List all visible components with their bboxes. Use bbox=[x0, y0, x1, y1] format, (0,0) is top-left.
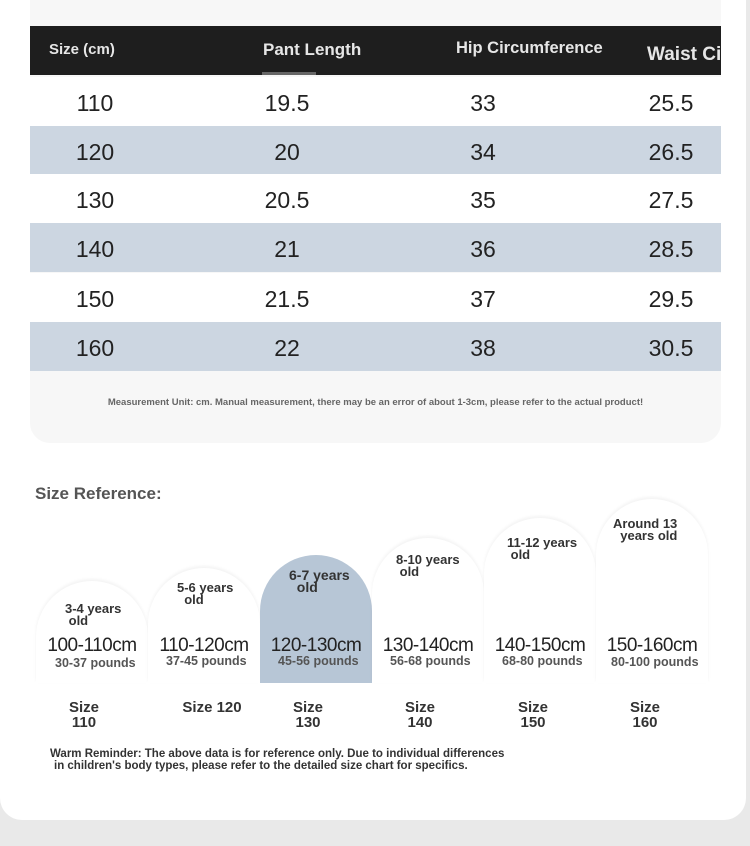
cell-waist: 29.5 bbox=[648, 286, 694, 312]
cell-hip: 33 bbox=[470, 90, 496, 116]
age-label: Around 13 years old bbox=[613, 516, 678, 543]
measurement-note: Measurement Unit: cm. Manual measurement… bbox=[107, 397, 644, 408]
cell-waist: 26.5 bbox=[648, 139, 694, 165]
size-arch-160: Around 13 years old 150-160cm 80-100 pou… bbox=[596, 499, 708, 683]
cell-hip: 34 bbox=[470, 139, 496, 165]
table-row: 120 20 34 26.5 bbox=[30, 126, 721, 175]
reminder-line-1: Warm Reminder: The above data is for ref… bbox=[50, 748, 505, 760]
weight-range: 37-45 pounds bbox=[166, 654, 247, 668]
header-underline bbox=[262, 72, 316, 75]
size-label-120: Size 120 bbox=[182, 699, 242, 716]
cell-size: 110 bbox=[76, 90, 114, 116]
cell-pant-length: 21 bbox=[274, 236, 300, 262]
size-arch-130: 6-7 years old 120-130cm 45-56 pounds bbox=[260, 555, 372, 683]
warm-reminder: Warm Reminder: The above data is for ref… bbox=[50, 748, 690, 772]
cell-size: 160 bbox=[75, 335, 115, 361]
table-header: Size (cm) Pant Length Hip Circumference … bbox=[30, 26, 721, 75]
height-range: 130-140cm bbox=[382, 635, 474, 656]
header-waist: Waist Circ bbox=[647, 44, 721, 65]
table-row: 140 21 36 28.5 bbox=[30, 223, 721, 272]
cell-pant-length: 19.5 bbox=[264, 90, 310, 116]
weight-range: 45-56 pounds bbox=[278, 654, 359, 668]
table-row: 150 21.5 37 29.5 bbox=[30, 273, 721, 322]
size-label-160: Size 160 bbox=[629, 699, 660, 731]
cell-waist: 28.5 bbox=[648, 236, 694, 262]
age-label: 3-4 years old bbox=[65, 601, 122, 628]
header-pant-length: Pant Length bbox=[263, 40, 362, 59]
reminder-line-2: in children's body types, please refer t… bbox=[54, 760, 468, 772]
size-table: Size (cm) Pant Length Hip Circumference … bbox=[30, 0, 721, 443]
size-arch-150: 11-12 years old 140-150cm 68-80 pounds bbox=[484, 518, 596, 683]
size-label-110: Size 110 bbox=[68, 699, 99, 731]
cell-waist: 30.5 bbox=[648, 335, 694, 361]
header-hip: Hip Circumference bbox=[456, 39, 603, 57]
weight-range: 56-68 pounds bbox=[390, 654, 471, 668]
age-label: 11-12 years old bbox=[507, 535, 578, 562]
cell-pant-length: 22 bbox=[274, 335, 300, 361]
age-label: 8-10 years old bbox=[396, 552, 460, 579]
cell-pant-length: 21.5 bbox=[264, 286, 310, 312]
weight-range: 68-80 pounds bbox=[502, 654, 583, 668]
cell-size: 150 bbox=[75, 286, 115, 312]
height-range: 100-110cm bbox=[47, 635, 137, 656]
height-range: 140-150cm bbox=[494, 635, 586, 656]
height-range: 150-160cm bbox=[606, 635, 698, 656]
cell-waist: 25.5 bbox=[648, 90, 694, 116]
size-arch-110: 3-4 years old 100-110cm 30-37 pounds bbox=[36, 581, 148, 683]
cell-pant-length: 20 bbox=[274, 139, 300, 165]
size-label-140: Size 140 bbox=[404, 699, 435, 731]
height-range: 120-130cm bbox=[270, 635, 362, 656]
size-label-150: Size 150 bbox=[517, 699, 548, 731]
table-row: 110 19.5 33 25.5 bbox=[30, 77, 721, 126]
age-label: 6-7 years old bbox=[289, 567, 350, 595]
weight-range: 30-37 pounds bbox=[55, 656, 136, 670]
cell-size: 130 bbox=[75, 187, 115, 213]
cell-hip: 38 bbox=[470, 335, 496, 361]
header-size: Size (cm) bbox=[49, 41, 115, 58]
cell-size: 120 bbox=[75, 139, 115, 165]
cell-size: 140 bbox=[75, 236, 115, 262]
size-arch-140: 8-10 years old 130-140cm 56-68 pounds bbox=[372, 538, 484, 683]
cell-waist: 27.5 bbox=[648, 187, 694, 213]
age-label: 5-6 years old bbox=[177, 580, 234, 607]
table-row: 160 22 38 30.5 bbox=[30, 322, 721, 371]
size-arch-120: 5-6 years old 110-120cm 37-45 pounds bbox=[148, 568, 260, 683]
cell-hip: 37 bbox=[470, 286, 496, 312]
table-row: 130 20.5 35 27.5 bbox=[30, 174, 721, 223]
cell-hip: 35 bbox=[470, 187, 496, 213]
height-range: 110-120cm bbox=[159, 635, 249, 656]
cell-hip: 36 bbox=[470, 236, 496, 262]
weight-range: 80-100 pounds bbox=[611, 655, 699, 669]
size-reference-title: Size Reference: bbox=[35, 484, 162, 503]
cell-pant-length: 20.5 bbox=[264, 187, 310, 213]
size-label-130: Size 130 bbox=[292, 699, 323, 731]
